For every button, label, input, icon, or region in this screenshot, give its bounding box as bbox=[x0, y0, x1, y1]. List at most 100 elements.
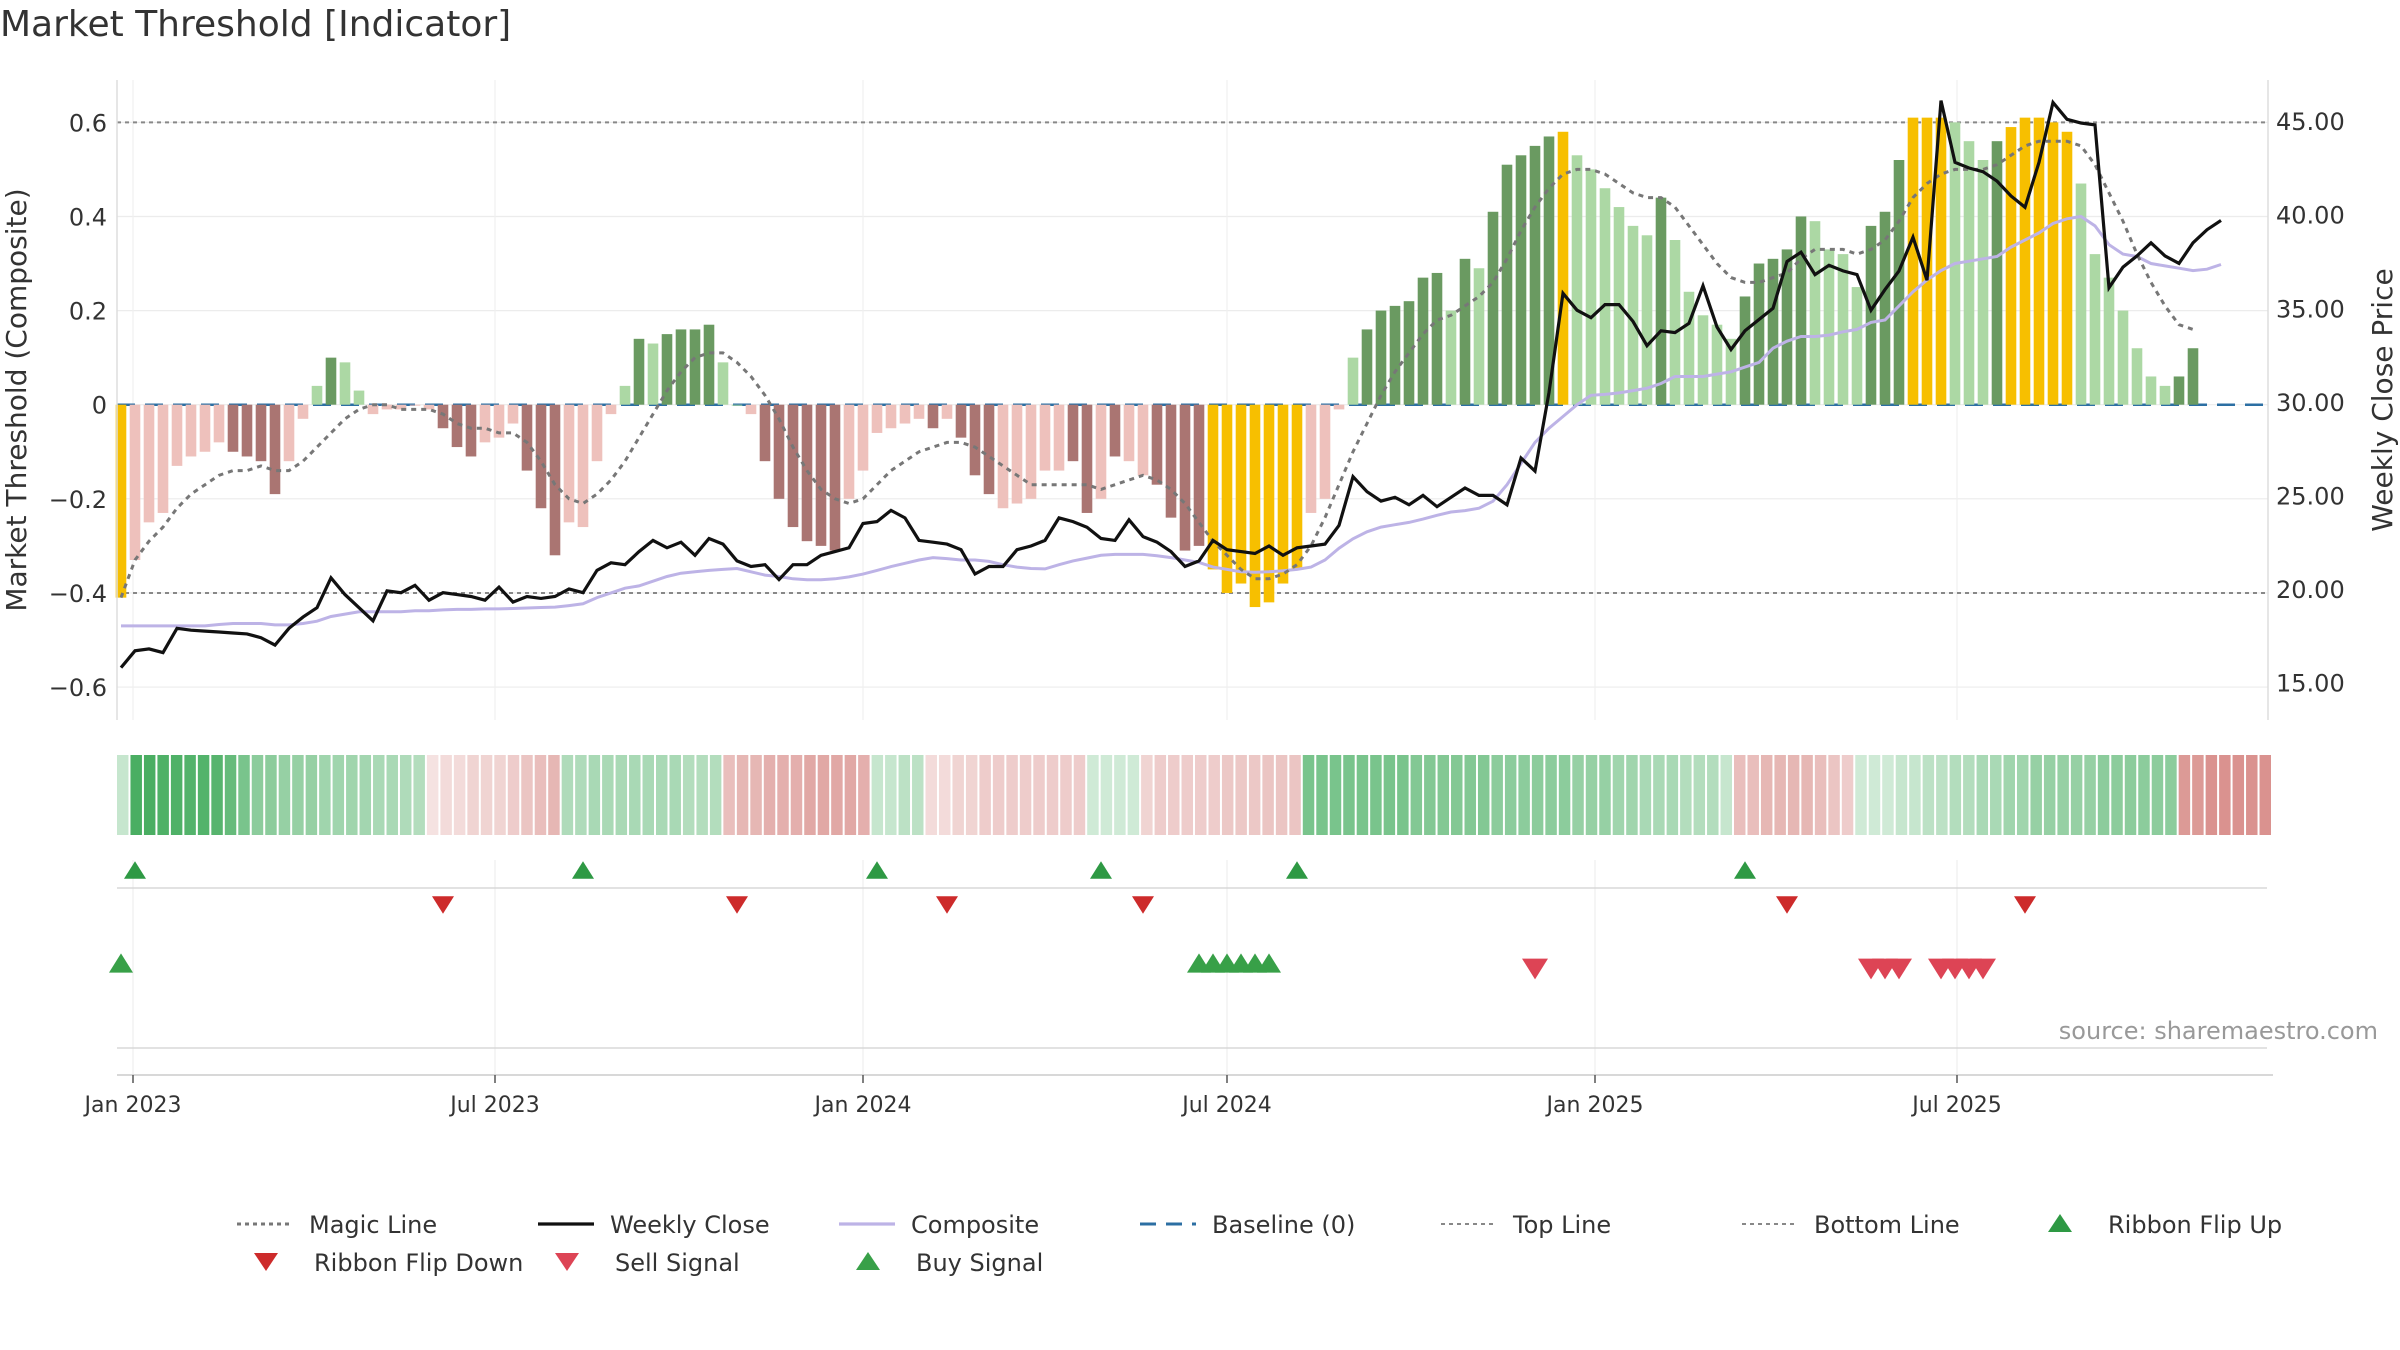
composite-bar bbox=[927, 404, 939, 429]
ribbon-flip-down-marker bbox=[2014, 896, 2036, 914]
composite-bar bbox=[2117, 310, 2129, 405]
composite-bar bbox=[549, 404, 561, 556]
ribbon-cell bbox=[278, 755, 291, 835]
y2-tick-label: 35.00 bbox=[2276, 295, 2345, 323]
ribbon-cell bbox=[885, 755, 897, 835]
composite-bar bbox=[1263, 404, 1275, 603]
ribbon-cell bbox=[898, 755, 911, 835]
ribbon-cell bbox=[1747, 755, 1759, 835]
ribbon-cell bbox=[265, 755, 277, 835]
composite-bar bbox=[1683, 291, 1695, 405]
ribbon-cell bbox=[1275, 755, 1288, 835]
composite-bar bbox=[325, 357, 337, 405]
ribbon-cell bbox=[1477, 755, 1490, 835]
composite-bar bbox=[1067, 404, 1079, 462]
legend-label: Magic Line bbox=[309, 1211, 437, 1239]
legend-label: Sell Signal bbox=[615, 1249, 740, 1277]
y-tick-label: −0.4 bbox=[49, 580, 107, 608]
ribbon-flip-up-marker bbox=[572, 861, 594, 879]
composite-bar bbox=[1277, 404, 1289, 584]
ribbon-cell bbox=[1356, 755, 1369, 835]
ribbon-cell bbox=[1114, 755, 1126, 835]
composite-bar bbox=[1627, 225, 1639, 405]
ribbon-cell bbox=[817, 755, 830, 835]
ribbon-cell bbox=[1019, 755, 1032, 835]
composite-bar bbox=[507, 404, 519, 424]
composite-bar bbox=[997, 404, 1009, 509]
ribbon-cell bbox=[1141, 755, 1153, 835]
ribbon-cell bbox=[521, 755, 533, 835]
ribbon-cell bbox=[575, 755, 587, 835]
composite-bar bbox=[1305, 404, 1317, 513]
ribbon-cell bbox=[1680, 755, 1692, 835]
ribbon-cell bbox=[1437, 755, 1450, 835]
ribbon-cell bbox=[413, 755, 425, 835]
composite-bar bbox=[199, 404, 211, 452]
ribbon-cell bbox=[2124, 755, 2137, 835]
composite-bar bbox=[2075, 183, 2087, 405]
composite-bar bbox=[437, 404, 449, 429]
ribbon-cell bbox=[615, 755, 628, 835]
ribbon-cell bbox=[1814, 755, 1827, 835]
ribbon-cell bbox=[831, 755, 843, 835]
ribbon-cell bbox=[2016, 755, 2029, 835]
composite-bar bbox=[1865, 225, 1877, 405]
ribbon-cell bbox=[2232, 755, 2245, 835]
composite-bar bbox=[213, 404, 225, 443]
ribbon-flip-up-marker bbox=[1734, 861, 1756, 879]
ribbon-flip-up-marker bbox=[866, 861, 888, 879]
ribbon-cell bbox=[1518, 755, 1530, 835]
composite-bar bbox=[1851, 287, 1863, 405]
composite-bar bbox=[1291, 404, 1303, 570]
sell-signal-marker bbox=[1970, 958, 1996, 980]
ribbon-flip-down-marker bbox=[1776, 896, 1798, 914]
ribbon-cell bbox=[1707, 755, 1719, 835]
composite-bar bbox=[1585, 169, 1597, 405]
ribbon-cell bbox=[1976, 755, 1989, 835]
ribbon-cell bbox=[1087, 755, 1099, 835]
x-tick-label: Jul 2024 bbox=[1180, 1093, 1272, 1118]
composite-bar bbox=[1571, 155, 1583, 405]
ribbon-cell bbox=[1949, 755, 1962, 835]
composite-bar bbox=[311, 385, 323, 405]
composite-bar bbox=[395, 404, 407, 410]
composite-bar bbox=[353, 390, 365, 405]
composite-bar bbox=[871, 404, 883, 433]
ribbon-flip-up-marker bbox=[1090, 861, 1112, 879]
composite-bar bbox=[731, 404, 743, 406]
composite-bar bbox=[2159, 385, 2171, 405]
composite-bar bbox=[1081, 404, 1093, 513]
composite-bar bbox=[2173, 376, 2185, 405]
ribbon-cell bbox=[1531, 755, 1544, 835]
ribbon-cell bbox=[426, 755, 439, 835]
ribbon-cell bbox=[1168, 755, 1180, 835]
composite-bar bbox=[465, 404, 477, 457]
composite-bar bbox=[2019, 117, 2031, 405]
composite-bar bbox=[1697, 315, 1709, 405]
composite-bar bbox=[745, 404, 757, 415]
composite-bar bbox=[2005, 127, 2017, 405]
ribbon-cell bbox=[1828, 755, 1840, 835]
legend-label: Top Line bbox=[1512, 1211, 1611, 1239]
ribbon-cell bbox=[130, 755, 142, 835]
ribbon-cell bbox=[1451, 755, 1463, 835]
composite-bar bbox=[899, 404, 911, 424]
ribbon-flip-up-marker bbox=[124, 861, 146, 879]
y2-tick-label: 15.00 bbox=[2276, 670, 2345, 698]
composite-bar bbox=[2033, 117, 2045, 405]
composite-bar bbox=[1879, 211, 1891, 405]
legend-swatch-down-triangle bbox=[254, 1253, 278, 1271]
ribbon-cell bbox=[1612, 755, 1625, 835]
composite-bar bbox=[1109, 404, 1121, 457]
composite-bar bbox=[1011, 404, 1023, 504]
ribbon-cell bbox=[1895, 755, 1908, 835]
composite-bar bbox=[759, 404, 771, 462]
ribbon-cell bbox=[588, 755, 601, 835]
composite-bar bbox=[1837, 254, 1849, 405]
composite-bar bbox=[1907, 117, 1919, 405]
composite-bar bbox=[451, 404, 463, 448]
ribbon-cell bbox=[1653, 755, 1665, 835]
ribbon-cell bbox=[507, 755, 520, 835]
ribbon-cell bbox=[305, 755, 318, 835]
